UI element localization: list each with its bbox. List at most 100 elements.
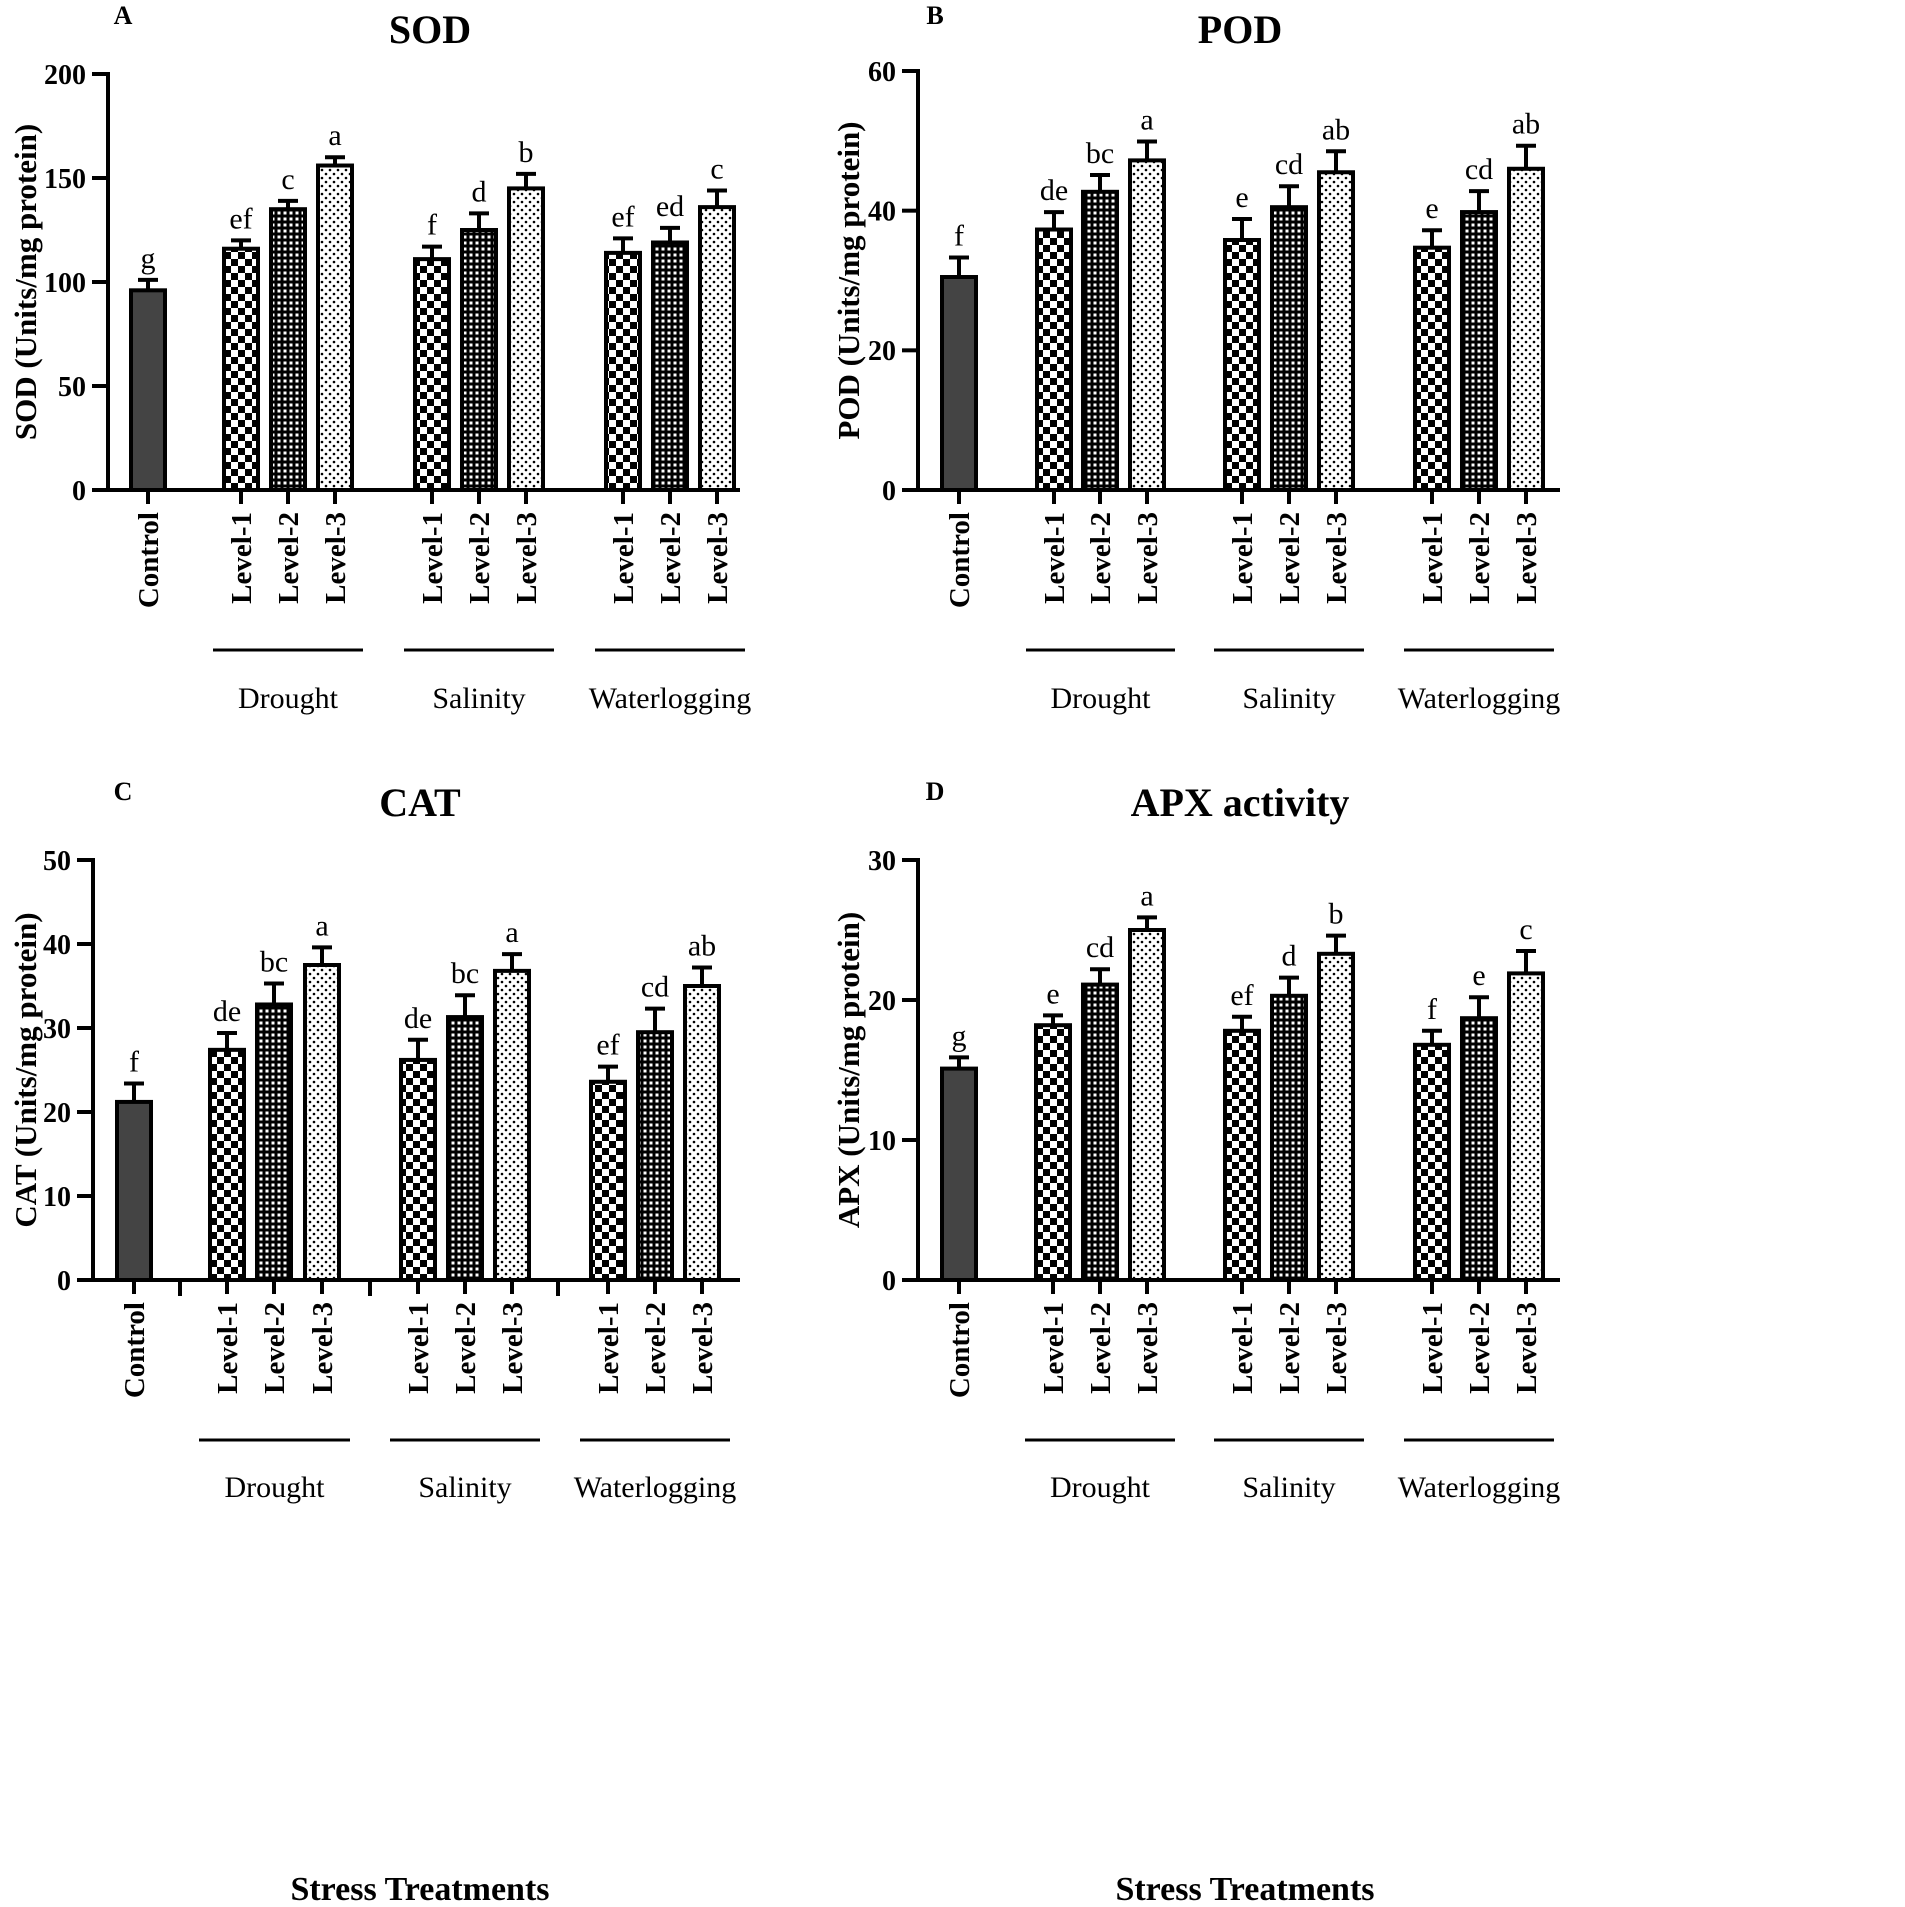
significance-letter: b — [519, 136, 534, 169]
significance-letter: a — [1140, 104, 1153, 137]
significance-letter: de — [404, 1002, 432, 1035]
chart-title: CAT — [379, 780, 461, 825]
significance-letter: de — [213, 995, 241, 1028]
group-label: Salinity — [1242, 682, 1335, 715]
significance-letter: a — [1140, 879, 1153, 912]
bar — [460, 228, 498, 492]
bar — [1270, 205, 1308, 493]
bar — [1223, 237, 1261, 492]
category-label: Level-2 — [259, 1302, 291, 1394]
category-label: Level-3 — [320, 512, 352, 604]
bar — [1413, 245, 1451, 492]
panel-d: D APX activity APX (Units/mg protein) 0 10 20… — [831, 777, 1560, 1504]
y-tick-label: 150 — [44, 164, 86, 195]
y-tick-label: 30 — [43, 1014, 71, 1045]
category-label: Level-1 — [608, 512, 640, 604]
group-label: Drought — [1050, 1471, 1151, 1504]
category-label: Level-3 — [1132, 512, 1164, 604]
significance-letter: f — [427, 209, 437, 242]
category-label: Level-2 — [450, 1302, 482, 1394]
significance-letter: cd — [1465, 153, 1493, 186]
bar — [1035, 227, 1073, 492]
significance-letter: c — [1519, 913, 1532, 946]
category-label: Level-3 — [1321, 1302, 1353, 1394]
y-tick-label: 20 — [868, 986, 896, 1017]
bar — [1081, 189, 1119, 492]
category-label: Control — [944, 512, 976, 608]
y-axis-label: SOD (Units/mg protein) — [8, 124, 43, 440]
category-label: Level-1 — [1227, 512, 1259, 604]
category-label: Level-2 — [1274, 1302, 1306, 1394]
bar — [698, 205, 736, 492]
category-label: Level-2 — [273, 512, 305, 604]
bar — [316, 163, 354, 493]
category-label: Level-2 — [1464, 1302, 1496, 1394]
category-label: Level-1 — [403, 1302, 435, 1394]
group-label: Waterlogging — [1398, 682, 1561, 715]
chart-title: APX activity — [1131, 780, 1350, 825]
significance-letter: de — [1040, 174, 1068, 207]
bar — [269, 207, 307, 492]
significance-letter: b — [1329, 898, 1344, 931]
panel-letter: A — [114, 1, 133, 30]
significance-letter: ef — [611, 200, 634, 233]
bar — [303, 963, 341, 1282]
bar — [507, 186, 545, 492]
y-tick-label: 30 — [868, 846, 896, 877]
y-tick-label: 10 — [868, 1126, 896, 1157]
bar — [1081, 982, 1119, 1282]
bar — [683, 984, 721, 1282]
bar — [1034, 1023, 1072, 1282]
bar — [940, 1066, 978, 1282]
category-label: Level-2 — [1464, 512, 1496, 604]
significance-letter: e — [1046, 977, 1059, 1010]
bar — [1128, 928, 1166, 1282]
chart-title: SOD — [389, 7, 471, 52]
bar — [1270, 993, 1308, 1282]
category-label: Level-1 — [1039, 512, 1071, 604]
significance-letter: cd — [1086, 931, 1114, 964]
panel-c: C CAT CAT (Units/mg protein) 0 10 20 30 40 50 f Co… — [8, 777, 740, 1504]
group-label: Salinity — [432, 682, 525, 715]
y-tick-label: 50 — [43, 846, 71, 877]
category-label: Level-3 — [1132, 1302, 1164, 1394]
group-label: Waterlogging — [589, 682, 752, 715]
significance-letter: cd — [1275, 148, 1303, 181]
bar — [446, 1015, 484, 1283]
significance-letter: f — [954, 219, 964, 252]
bar — [1317, 951, 1355, 1282]
bar — [1507, 971, 1545, 1283]
significance-letter: ab — [1322, 113, 1350, 146]
significance-letter: d — [472, 175, 487, 208]
group-label: Salinity — [418, 1471, 511, 1504]
significance-letter: g — [952, 1019, 967, 1052]
category-label: Level-2 — [1274, 512, 1306, 604]
bar — [940, 275, 978, 492]
y-tick-label: 200 — [44, 60, 86, 91]
y-tick-label: 40 — [43, 930, 71, 961]
category-label: Level-2 — [640, 1302, 672, 1394]
group-label: Waterlogging — [1398, 1471, 1561, 1504]
bar — [651, 240, 689, 492]
group-label: Waterlogging — [574, 1471, 737, 1504]
significance-letter: e — [1425, 192, 1438, 225]
significance-letter: d — [1282, 940, 1297, 973]
category-label: Level-1 — [593, 1302, 625, 1394]
y-tick-label: 0 — [882, 1266, 896, 1297]
category-label: Level-2 — [464, 512, 496, 604]
category-label: Level-1 — [1417, 512, 1449, 604]
group-label: Drought — [1051, 682, 1152, 715]
category-label: Level-1 — [417, 512, 449, 604]
significance-letter: f — [129, 1045, 139, 1078]
category-label: Control — [133, 512, 165, 608]
bar — [1317, 170, 1355, 492]
significance-letter: ed — [656, 190, 684, 223]
bar — [1413, 1042, 1451, 1283]
category-label: Level-1 — [212, 1302, 244, 1394]
category-label: Level-3 — [702, 512, 734, 604]
category-label: Level-2 — [1085, 512, 1117, 604]
category-label: Control — [944, 1302, 976, 1398]
panel-letter: B — [926, 1, 943, 30]
y-tick-label: 40 — [868, 196, 896, 227]
significance-letter: a — [315, 909, 328, 942]
